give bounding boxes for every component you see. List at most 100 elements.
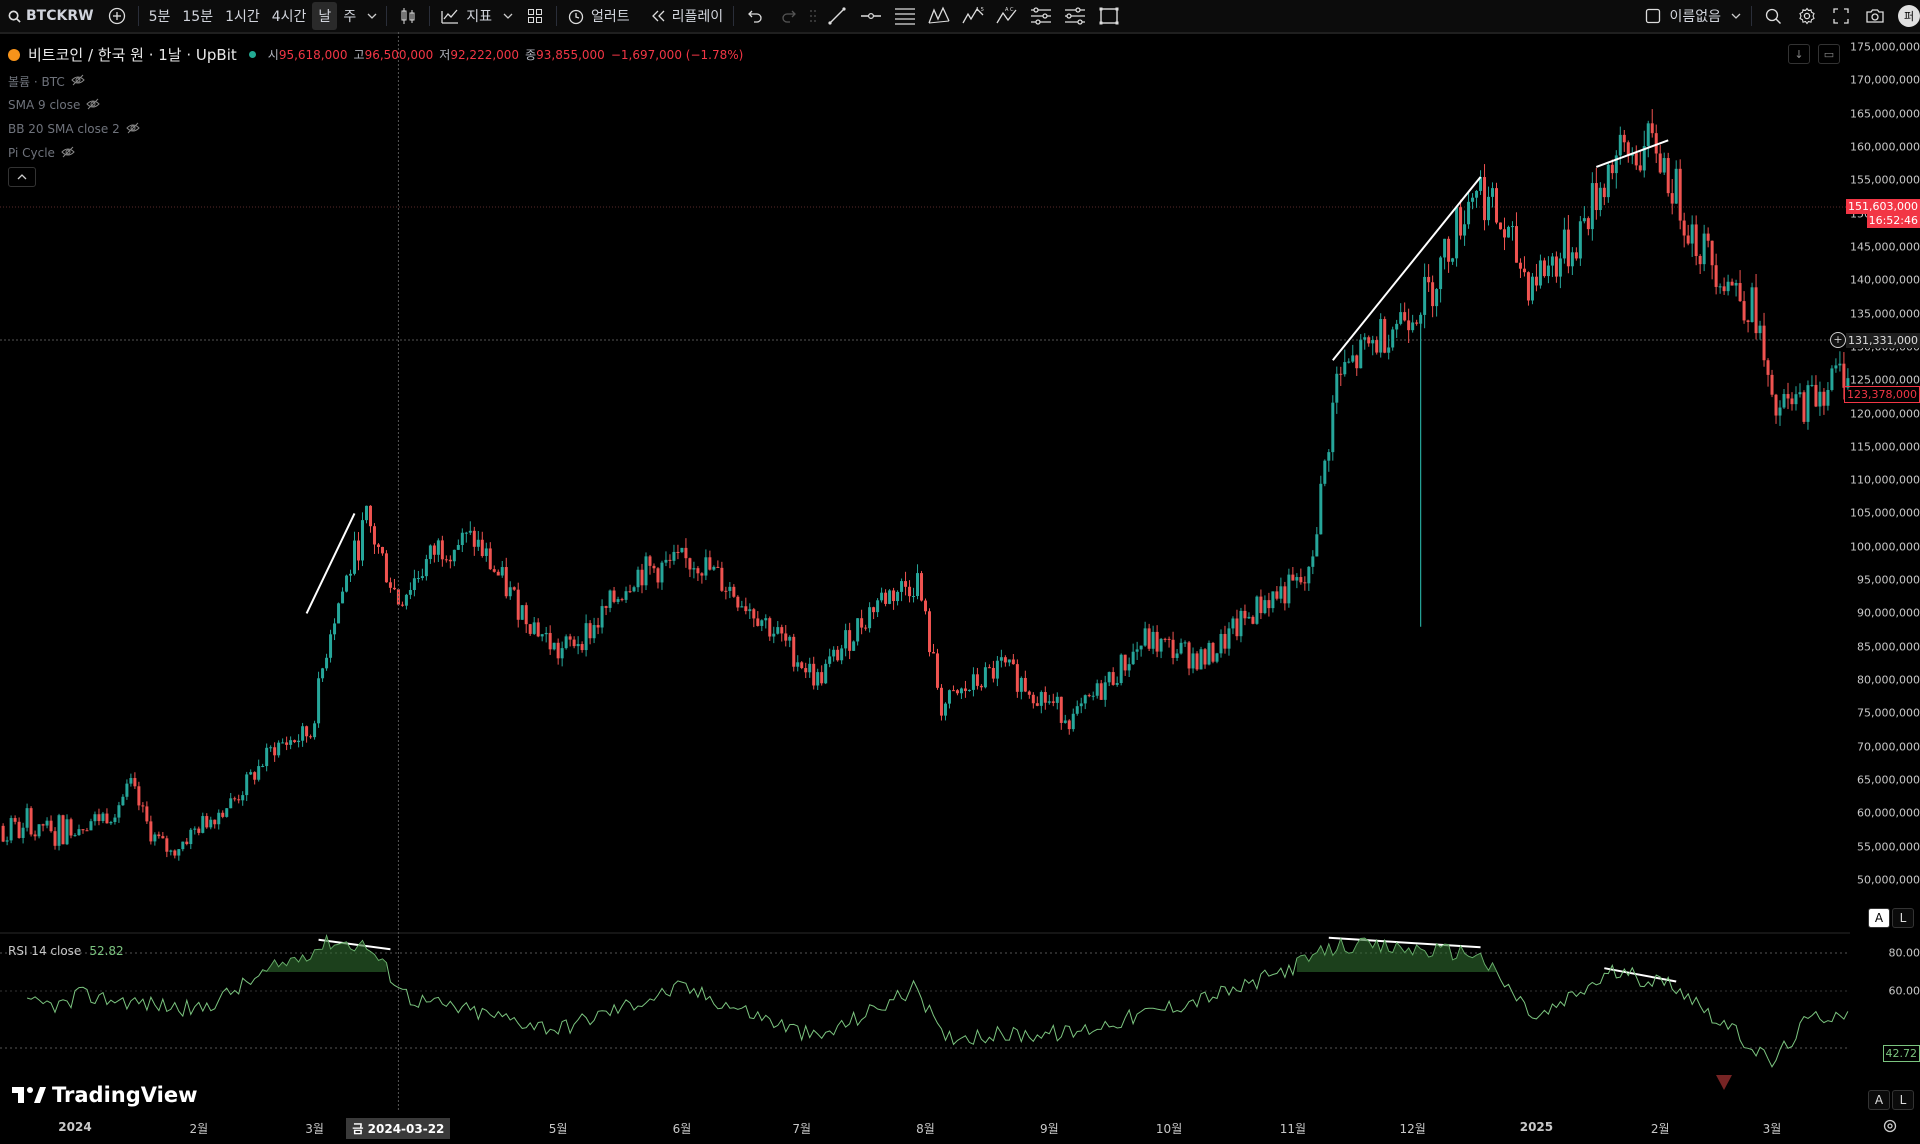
symbol-search-button[interactable]: BTCKRW (0, 0, 100, 32)
interval-1w[interactable]: 주 (343, 9, 357, 25)
layout-button[interactable]: 이름없음 (1639, 0, 1747, 32)
candle-body (1247, 616, 1251, 619)
candle-body (1163, 638, 1167, 640)
indicator-sma[interactable]: SMA 9 close (8, 97, 743, 113)
templates-button[interactable] (518, 0, 552, 32)
chevron-up-icon (17, 174, 27, 180)
candle-body (1674, 168, 1678, 204)
rsi-legend[interactable]: RSI 14 close 52.82 (8, 944, 124, 958)
candle-body (101, 813, 105, 822)
candle-body (1662, 158, 1666, 173)
candle-body (560, 648, 564, 659)
chart-canvas[interactable] (0, 32, 1920, 1112)
redo-button[interactable] (772, 0, 806, 32)
candle-body (1031, 694, 1035, 704)
candle-body (1299, 577, 1303, 583)
candle-body (943, 703, 947, 716)
add-alert-plus-icon[interactable]: + (1830, 332, 1846, 348)
eye-off-icon[interactable] (61, 146, 75, 161)
candle-body (1471, 197, 1475, 202)
rsi-trend-line (1604, 967, 1677, 983)
candle-body (1411, 322, 1415, 331)
price-axis[interactable]: 175,000,000 170,000,000 165,000,000 160,000… (1830, 32, 1920, 1062)
candle-body (1654, 133, 1658, 154)
time-axis-settings-button[interactable] (1882, 1118, 1898, 1138)
indicator-bb[interactable]: BB 20 SMA close 2 (8, 121, 743, 137)
tradingview-logo[interactable]: TradingView (12, 1083, 197, 1107)
replay-button[interactable]: 리플레이 (644, 0, 730, 32)
time-axis[interactable]: 2024 2월 3월 5월 6월 7월 8월 9월 10월 11월 12월 2025 2월 3월 금 202… (0, 1112, 1850, 1144)
candle-body (1578, 221, 1582, 259)
candle-body (77, 829, 81, 836)
candle-body (181, 841, 185, 850)
indicator-pi-cycle[interactable]: Pi Cycle (8, 145, 743, 161)
pattern-tool[interactable] (922, 0, 956, 32)
rectangle-tool[interactable] (1092, 0, 1126, 32)
candle-body (979, 685, 983, 688)
interval-15m[interactable]: 15분 (182, 9, 214, 25)
fib-tool[interactable] (888, 0, 922, 32)
candle-body (1487, 196, 1491, 221)
snapshot-button[interactable] (1858, 0, 1892, 32)
restore-pane-button[interactable]: ▭ (1818, 44, 1840, 64)
trend-line-tool[interactable] (820, 0, 854, 32)
interval-dropdown[interactable] (362, 0, 382, 32)
candle-body (301, 726, 305, 741)
interval-4h[interactable]: 4시간 (271, 9, 307, 25)
avatar[interactable]: 퍼 (1898, 5, 1920, 27)
candle-body (1331, 402, 1335, 453)
trend-lines[interactable] (305, 139, 1677, 983)
settings-button[interactable] (1790, 0, 1824, 32)
candle-body (1231, 618, 1235, 629)
rsi-auto-scale-button[interactable]: A (1868, 1090, 1890, 1110)
undo-button[interactable] (738, 0, 772, 32)
compare-symbol-button[interactable] (100, 0, 134, 32)
eye-off-icon[interactable] (126, 122, 140, 137)
main-series-legend[interactable]: 비트코인 / 한국 원 · 1날 · UpBit 시95,618,000 고96… (8, 44, 743, 65)
candle-body (1083, 695, 1087, 704)
drag-handle[interactable] (806, 0, 820, 32)
forecast-tool[interactable] (1024, 0, 1058, 32)
indicators-button[interactable]: 지표 (434, 0, 498, 32)
time-label: 12월 (1399, 1122, 1426, 1136)
indicator-volume[interactable]: 볼륨 · BTC (8, 73, 743, 89)
price-label: 85,000,000 (1857, 640, 1920, 654)
candle-body (1582, 218, 1586, 222)
interval-5m[interactable]: 5분 (148, 9, 171, 25)
alert-button[interactable]: 얼러트 (561, 0, 636, 32)
rsi-log-scale-button[interactable]: L (1892, 1090, 1914, 1110)
indicators-dropdown[interactable] (498, 0, 518, 32)
candle-body (951, 690, 955, 692)
horizontal-ray-tool[interactable] (854, 0, 888, 32)
indicator-label: Pi Cycle (8, 146, 55, 160)
candle-body (25, 808, 29, 828)
position-tool[interactable] (1058, 0, 1092, 32)
candle-body (1207, 642, 1211, 665)
rsi-current-badge: 42.72 (1882, 1045, 1920, 1062)
candle-body (105, 813, 109, 824)
candle-body (1842, 363, 1846, 388)
chart-type-button[interactable] (391, 0, 425, 32)
elliott-wave-tool[interactable]: 1 5 (956, 0, 990, 32)
abc-wave-tool[interactable]: A C (990, 0, 1024, 32)
move-pane-down-button[interactable]: ↓ (1788, 44, 1810, 64)
fullscreen-button[interactable] (1824, 0, 1858, 32)
quick-search-button[interactable] (1756, 0, 1790, 32)
collapse-legend-button[interactable] (8, 167, 36, 187)
candle-body (1590, 183, 1594, 230)
interval-1d[interactable]: 날 (312, 2, 338, 30)
log-scale-button[interactable]: L (1892, 908, 1914, 928)
eye-off-icon[interactable] (71, 74, 85, 89)
candle-body (967, 689, 971, 691)
eye-off-icon[interactable] (86, 98, 101, 113)
time-label: 11월 (1279, 1122, 1307, 1136)
candle-body (524, 605, 528, 625)
candle-body (1483, 177, 1487, 221)
candle-body (963, 688, 967, 691)
candle-body (939, 687, 943, 716)
interval-1h[interactable]: 1시간 (225, 9, 260, 25)
candle-body (668, 559, 672, 561)
candle-body (460, 532, 464, 546)
auto-scale-button[interactable]: A (1868, 908, 1890, 928)
gear-icon (1883, 1119, 1897, 1133)
